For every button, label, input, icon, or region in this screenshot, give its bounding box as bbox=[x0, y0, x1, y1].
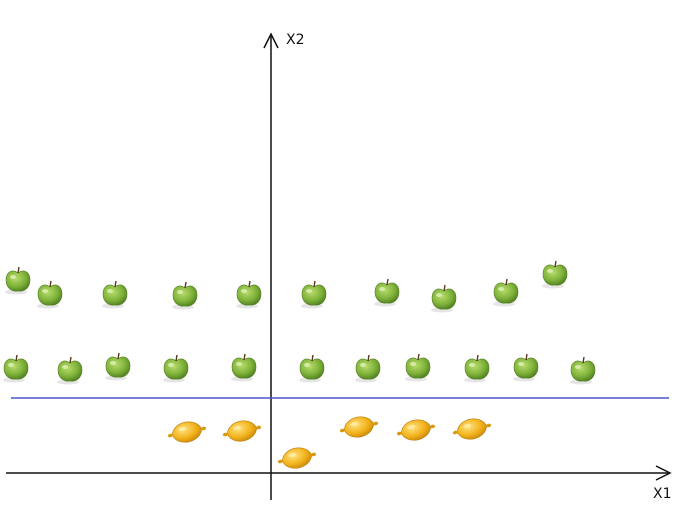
green-apple-icon bbox=[355, 354, 381, 383]
lemon-icon bbox=[167, 421, 207, 443]
fruit-layer bbox=[3, 260, 596, 469]
y-axis-arrowhead bbox=[263, 32, 279, 49]
green-apple-icon bbox=[464, 354, 490, 383]
x-axis-arrowhead bbox=[655, 465, 672, 481]
green-apple-icon bbox=[3, 354, 29, 383]
green-apple-icon bbox=[5, 266, 31, 295]
y-axis-label: X2 bbox=[286, 32, 305, 48]
green-apple-icon bbox=[37, 280, 63, 309]
green-apple-icon bbox=[513, 353, 539, 382]
lemon-icon bbox=[339, 416, 379, 438]
green-apple-icon bbox=[374, 278, 400, 307]
green-apple-icon bbox=[570, 356, 596, 385]
green-apple-icon bbox=[301, 280, 327, 309]
lemon-icon bbox=[222, 420, 262, 442]
green-apple-icon bbox=[231, 353, 257, 382]
lemon-icon bbox=[277, 447, 317, 469]
green-apple-icon bbox=[236, 280, 262, 309]
lemon-icon bbox=[396, 419, 436, 441]
lemon-icon bbox=[452, 418, 492, 440]
green-apple-icon bbox=[105, 352, 131, 381]
green-apple-icon bbox=[493, 278, 519, 307]
green-apple-icon bbox=[172, 281, 198, 310]
green-apple-icon bbox=[57, 356, 83, 385]
green-apple-icon bbox=[542, 260, 568, 289]
green-apple-icon bbox=[405, 353, 431, 382]
green-apple-icon bbox=[163, 354, 189, 383]
green-apple-icon bbox=[102, 280, 128, 309]
green-apple-icon bbox=[431, 284, 457, 313]
green-apple-icon bbox=[299, 354, 325, 383]
x-axis-label: X1 bbox=[653, 486, 672, 502]
